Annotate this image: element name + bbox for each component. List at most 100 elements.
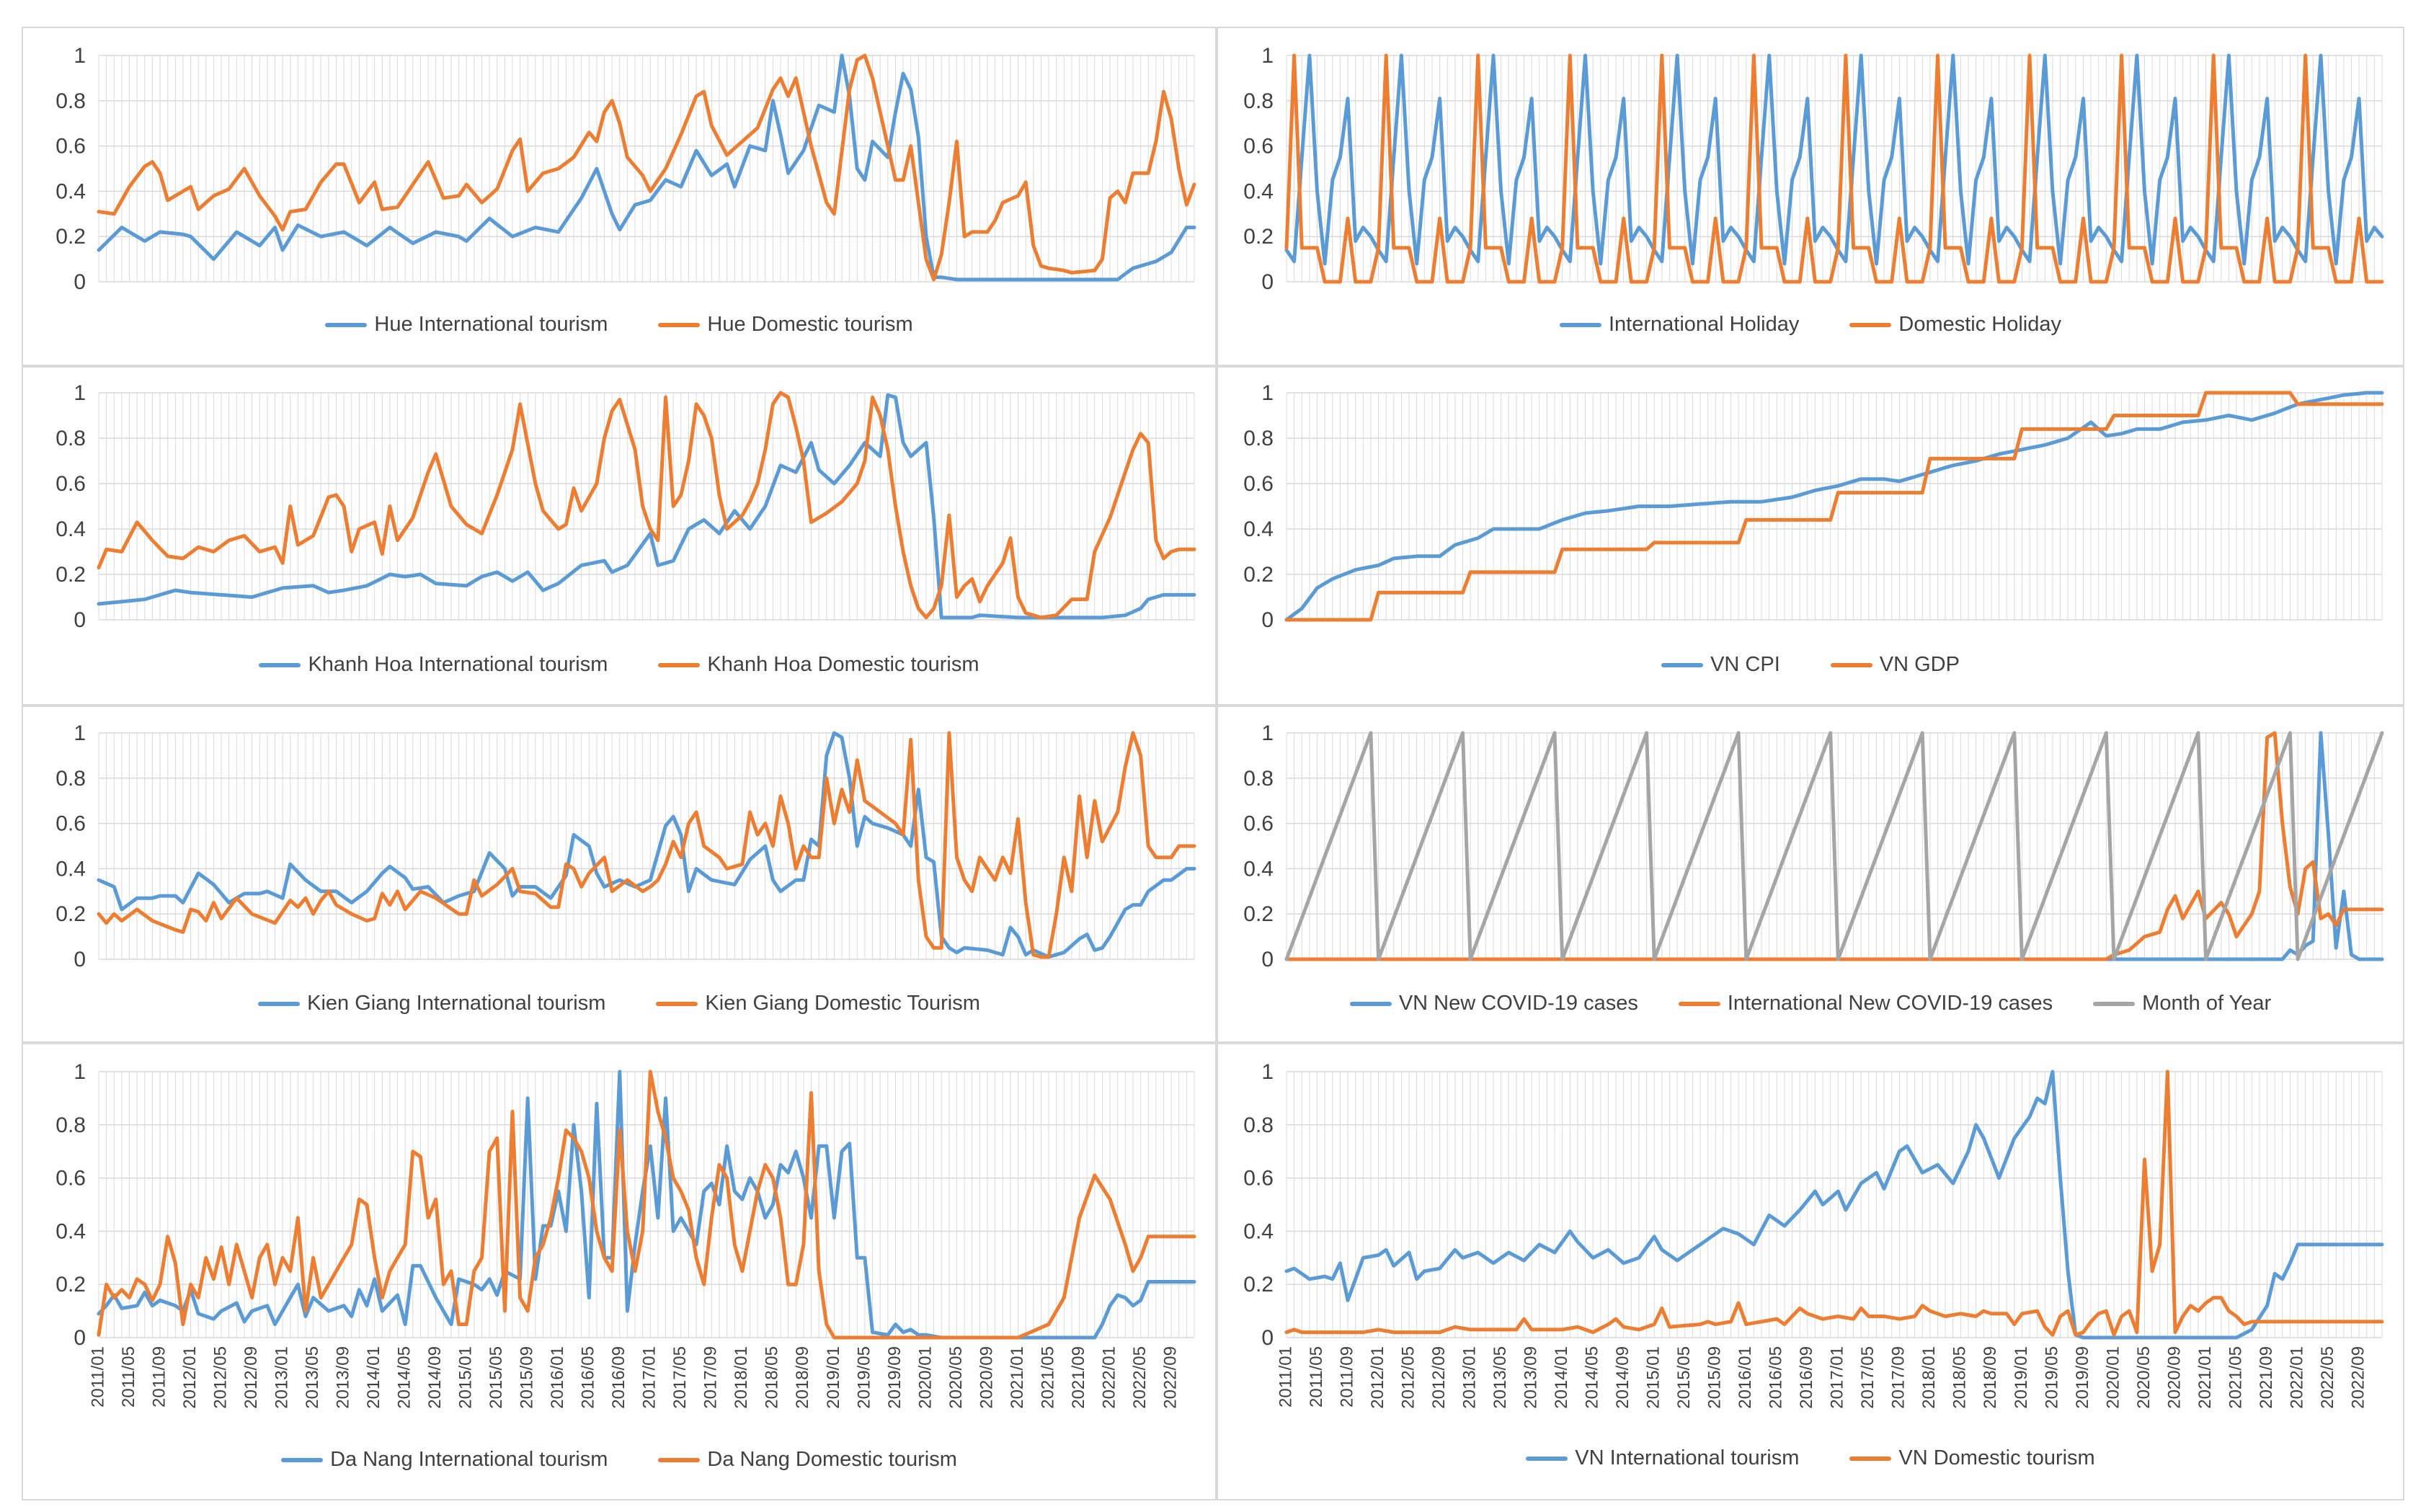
y-tick-label: 0 [74, 1326, 86, 1350]
chart-holiday-plot: 0 0.2 0.4 0.6 0.8 1 [1243, 44, 2384, 294]
x-tick-label: 2021/09 [2257, 1346, 2276, 1409]
x-tick-label: 2012/05 [1398, 1346, 1418, 1409]
x-tick-label: 2017/05 [1858, 1346, 1878, 1409]
legend-danang: Da Nang International tourism Da Nang Do… [23, 1448, 1215, 1472]
chart-covid-plot: 0 0.2 0.4 0.6 0.8 1 [1243, 721, 2384, 971]
x-tick-label: 2014/05 [1583, 1346, 1602, 1409]
legend-item-hue-international[interactable]: Hue International tourism [325, 313, 608, 337]
chart-panel-danang: 0 0.2 0.4 0.6 0.8 1 2011/01 2011/05 2011/09 2012/… [22, 1043, 1217, 1500]
x-tick-label: 2016/05 [579, 1346, 598, 1409]
x-tick-label: 2019/01 [2012, 1346, 2031, 1409]
x-tick-label: 2013/09 [333, 1346, 352, 1409]
x-tick-label: 2015/05 [486, 1346, 506, 1409]
series-line-month-of-year [1284, 731, 2384, 961]
legend-item-vn-domestic[interactable]: VN Domestic tourism [1849, 1446, 2095, 1470]
y-tick-label: 0 [1261, 608, 1274, 632]
legend-label: International New COVID-19 cases [1727, 992, 2053, 1015]
series-line-kien-giang-domestic-tourism [97, 731, 1196, 959]
y-tick-label: 0.4 [1243, 857, 1274, 881]
x-tick-label: 2022/09 [1160, 1346, 1180, 1409]
legend-item-kiengiang-international[interactable]: Kien Giang International tourism [258, 992, 605, 1015]
legend-swatch [658, 1457, 701, 1462]
legend-item-hue-domestic[interactable]: Hue Domestic tourism [658, 313, 913, 337]
x-tick-label: 2014/09 [1613, 1346, 1632, 1409]
legend-item-khanhhoa-international[interactable]: Khanh Hoa International tourism [259, 653, 608, 677]
x-tick-label: 2019/09 [2073, 1346, 2092, 1409]
vertical-gridlines [98, 1072, 1195, 1338]
y-tick-label: 0.2 [1243, 225, 1274, 249]
legend-item-domestic-holiday[interactable]: Domestic Holiday [1849, 313, 2061, 337]
y-tick-label: 0.4 [55, 179, 86, 203]
legend-item-danang-international[interactable]: Da Nang International tourism [281, 1448, 608, 1472]
legend-label: VN GDP [1879, 653, 1960, 676]
y-tick-label: 0.4 [55, 857, 86, 881]
series-line-khanh-hoa-international-tourism [97, 393, 1196, 620]
legend-swatch [1849, 1456, 1892, 1461]
legend-label: Hue International tourism [374, 313, 608, 336]
legend-swatch [656, 1001, 698, 1006]
x-tick-label: 2020/05 [2134, 1346, 2154, 1409]
legend-item-khanhhoa-domestic[interactable]: Khanh Hoa Domestic tourism [658, 653, 979, 677]
x-tick-label: 2022/05 [1130, 1346, 1150, 1409]
legend-item-vn-covid[interactable]: VN New COVID-19 cases [1349, 992, 1638, 1015]
vertical-gridlines [1286, 733, 2383, 959]
legend-item-month-of-year[interactable]: Month of Year [2093, 992, 2271, 1015]
x-tick-label: 2013/01 [1459, 1346, 1479, 1409]
series-line-vn-domestic-tourism [1284, 1069, 2384, 1337]
x-tick-label: 2016/05 [1767, 1346, 1786, 1409]
x-tick-label: 2012/05 [210, 1346, 230, 1409]
legend-label: Da Nang International tourism [330, 1448, 608, 1471]
x-tick-label: 2015/09 [517, 1346, 537, 1409]
legend-holiday: International Holiday Domestic Holiday [1218, 313, 2403, 337]
legend-item-international-holiday[interactable]: International Holiday [1559, 313, 1800, 337]
y-tick-label: 0.8 [55, 767, 86, 791]
y-tick-label: 0.8 [1243, 767, 1274, 791]
x-tick-label: 2022/09 [2348, 1346, 2368, 1409]
x-tick-label: 2016/09 [609, 1346, 628, 1409]
chart-panel-hue: 0 0.2 0.4 0.6 0.8 1 Hue International tourism… [22, 27, 1217, 366]
chart-danang-plot: 0 0.2 0.4 0.6 0.8 1 2011/01 2011/05 2011/09 2012/… [55, 1060, 1196, 1409]
x-tick-label: 2021/01 [1008, 1346, 1027, 1409]
legend-label: Kien Giang Domestic Tourism [705, 992, 980, 1015]
x-tick-label: 2021/05 [2226, 1346, 2245, 1409]
series-line-vn-cpi [1284, 391, 2384, 622]
legend-label: International Holiday [1608, 313, 1800, 336]
legend-kiengiang: Kien Giang International tourism Kien Gi… [23, 992, 1215, 1015]
y-tick-label: 0.8 [55, 1113, 86, 1137]
y-tick-label: 0.4 [1243, 1219, 1274, 1243]
series-line-domestic-holiday [1284, 53, 2384, 284]
series-line-da-nang-domestic-tourism [97, 1069, 1196, 1340]
legend-swatch [1661, 662, 1704, 667]
series-line-khanh-hoa-domestic-tourism [97, 391, 1196, 620]
legend-item-international-covid[interactable]: International New COVID-19 cases [1678, 992, 2053, 1015]
y-tick-label: 1 [1261, 721, 1274, 745]
legend-item-vn-international[interactable]: VN International tourism [1526, 1446, 1799, 1470]
x-tick-label: 2016/09 [1797, 1346, 1816, 1409]
legend-swatch [1830, 662, 1872, 667]
legend-swatch [2093, 1001, 2136, 1006]
y-tick-label: 0.8 [1243, 89, 1274, 113]
x-tick-label: 2018/01 [1919, 1346, 1939, 1409]
series-line-da-nang-international-tourism [97, 1069, 1196, 1340]
legend-item-vn-cpi[interactable]: VN CPI [1661, 653, 1780, 677]
x-tick-label: 2014/05 [395, 1346, 414, 1409]
x-tick-label: 2018/05 [763, 1346, 782, 1409]
y-tick-label: 0.4 [1243, 179, 1274, 203]
y-tick-label: 0.2 [55, 563, 86, 587]
y-tick-label: 0.6 [55, 1167, 86, 1191]
x-tick-label: 2014/01 [1552, 1346, 1571, 1409]
legend-label: Khanh Hoa International tourism [308, 653, 608, 676]
legend-swatch [1526, 1456, 1568, 1461]
x-tick-label: 2017/01 [1828, 1346, 1847, 1409]
x-tick-label: 2016/01 [1736, 1346, 1755, 1409]
legend-item-vn-gdp[interactable]: VN GDP [1830, 653, 1960, 677]
chart-panel-khanhhoa: 0 0.2 0.4 0.6 0.8 1 Khanh Hoa International t… [22, 366, 1217, 706]
legend-covid: VN New COVID-19 cases International New … [1218, 992, 2403, 1015]
chart-cpi-gdp-plot: 0 0.2 0.4 0.6 0.8 1 [1243, 381, 2384, 632]
legend-item-kiengiang-domestic[interactable]: Kien Giang Domestic Tourism [656, 992, 980, 1015]
y-tick-label: 0.8 [55, 89, 86, 113]
y-tick-label: 0.6 [1243, 812, 1274, 836]
x-tick-label: 2019/09 [885, 1346, 905, 1409]
y-tick-label: 0 [1261, 1326, 1274, 1350]
legend-item-danang-domestic[interactable]: Da Nang Domestic tourism [658, 1448, 957, 1472]
